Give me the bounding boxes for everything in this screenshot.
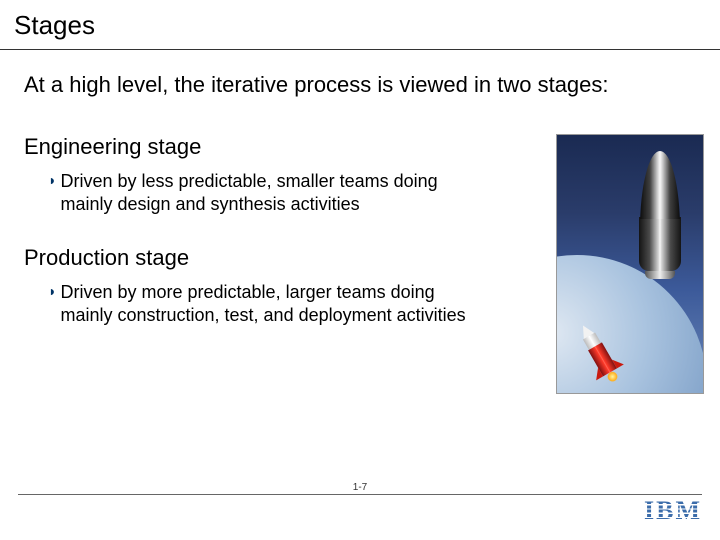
bullet-item: ◗ Driven by more predictable, larger tea… <box>24 281 542 326</box>
intro-text: At a high level, the iterative process i… <box>0 50 720 108</box>
bullet-text: Driven by less predictable, smaller team… <box>60 170 480 215</box>
ibm-logo-icon: IBM <box>632 497 702 524</box>
footer: 1-7 IBM <box>0 494 720 524</box>
text-column: Engineering stage ◗ Driven by less predi… <box>24 134 542 394</box>
slide-title: Stages <box>0 0 720 49</box>
bullet-marker-icon: ◗ <box>48 283 56 299</box>
bullet-marker-icon: ◗ <box>48 172 56 188</box>
capsule-icon <box>633 149 687 279</box>
page-number: 1-7 <box>353 482 367 493</box>
bullet-item: ◗ Driven by less predictable, smaller te… <box>24 170 542 215</box>
stage-heading-production: Production stage <box>24 245 542 271</box>
footer-divider <box>18 494 702 495</box>
content-row: Engineering stage ◗ Driven by less predi… <box>0 108 720 394</box>
illustration-space-rocket <box>556 134 704 394</box>
bullet-text: Driven by more predictable, larger teams… <box>60 281 480 326</box>
stage-heading-engineering: Engineering stage <box>24 134 542 160</box>
